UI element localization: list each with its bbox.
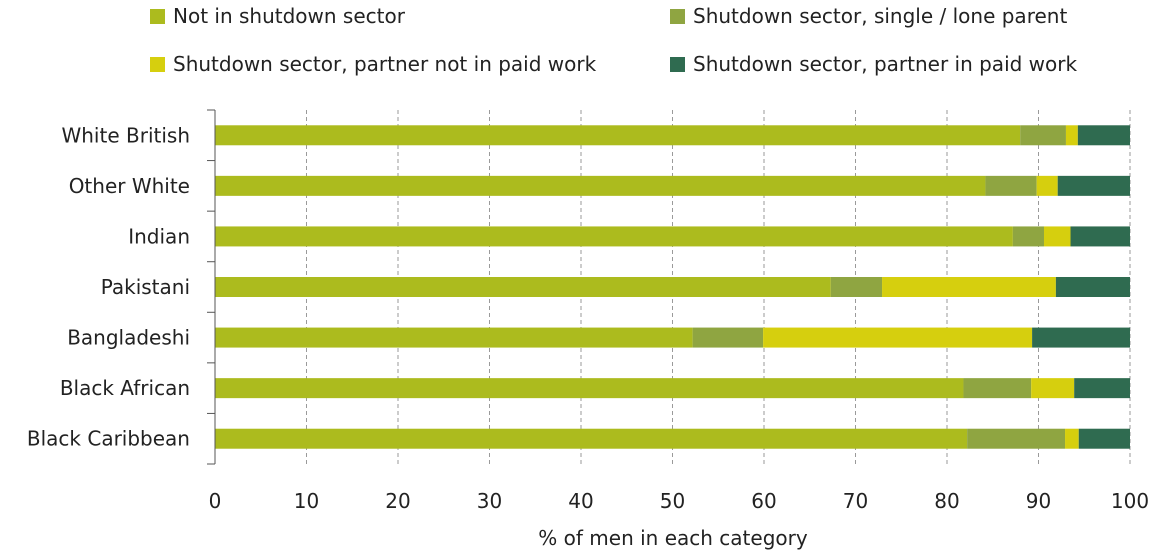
bar-segment [215, 226, 1013, 247]
legend-item-partner-in-paid-work: Shutdown sector, partner in paid work [670, 52, 1077, 76]
bar-segment [1012, 226, 1044, 247]
bar-segment [967, 428, 1066, 449]
bar-segment [1043, 226, 1071, 247]
y-category-label: Other White [69, 174, 190, 198]
x-tick-label: 90 [1026, 489, 1051, 513]
x-tick-label: 0 [209, 489, 222, 513]
bar-segment [763, 327, 1033, 348]
bar-segment [985, 175, 1037, 196]
bar-segment [1055, 277, 1130, 297]
bar-segment [1036, 175, 1058, 196]
bar-segment [215, 277, 831, 297]
x-tick-label: 50 [660, 489, 685, 513]
bar-segment [1057, 175, 1130, 196]
legend-swatch [670, 8, 685, 24]
bar-segment [215, 428, 968, 449]
legend-swatch [670, 56, 685, 72]
bar-segment [1020, 125, 1066, 146]
bar-segment [215, 125, 1021, 146]
y-category-label: Bangladeshi [67, 326, 190, 350]
legend-item-partner-not-in-paid-work: Shutdown sector, partner not in paid wor… [150, 52, 596, 76]
x-tick-label: 70 [843, 489, 868, 513]
legend-item-single-lone-parent: Shutdown sector, single / lone parent [670, 4, 1067, 28]
legend-label: Shutdown sector, single / lone parent [693, 4, 1068, 28]
bar-segment [1065, 125, 1078, 146]
legend-label: Not in shutdown sector [173, 4, 405, 28]
legend-swatch [150, 8, 165, 24]
x-tick-label: 30 [477, 489, 502, 513]
bar-segment [1074, 378, 1130, 399]
bar-segment [1065, 428, 1079, 449]
bar-segment [882, 277, 1056, 297]
bar-segment [963, 378, 1032, 399]
y-category-label: Indian [128, 224, 190, 248]
axes: 0 10 20 30 40 50 60 70 80 90 100 White British Other… [27, 109, 1149, 513]
bar-segment [692, 327, 764, 348]
bar-segment [830, 277, 883, 297]
y-category-label: Black African [60, 376, 190, 400]
bar-segment [215, 327, 693, 348]
bar-segment [1070, 226, 1130, 247]
bar-segment [215, 175, 986, 196]
x-tick-label: 20 [385, 489, 410, 513]
legend-item-not-in-shutdown: Not in shutdown sector [150, 4, 405, 28]
y-category-label: White British [61, 123, 190, 147]
bar-segment [1078, 428, 1130, 449]
legend-label: Shutdown sector, partner not in paid wor… [173, 52, 597, 76]
y-category-label: Pakistani [101, 275, 190, 299]
legend-label: Shutdown sector, partner in paid work [693, 52, 1078, 76]
x-tick-label: 40 [568, 489, 593, 513]
x-tick-label: 60 [751, 489, 776, 513]
bar-segment [1032, 327, 1130, 348]
bar-segment [1077, 125, 1130, 146]
bar-segment [1031, 378, 1075, 399]
y-category-label: Black Caribbean [27, 427, 190, 451]
bar-segment [215, 378, 964, 399]
bars [215, 125, 1130, 449]
x-tick-label: 10 [294, 489, 319, 513]
x-axis-title: % of men in each category [538, 526, 808, 550]
x-tick-label: 80 [934, 489, 959, 513]
x-tick-label: 100 [1111, 489, 1149, 513]
legend-swatch [150, 56, 165, 72]
